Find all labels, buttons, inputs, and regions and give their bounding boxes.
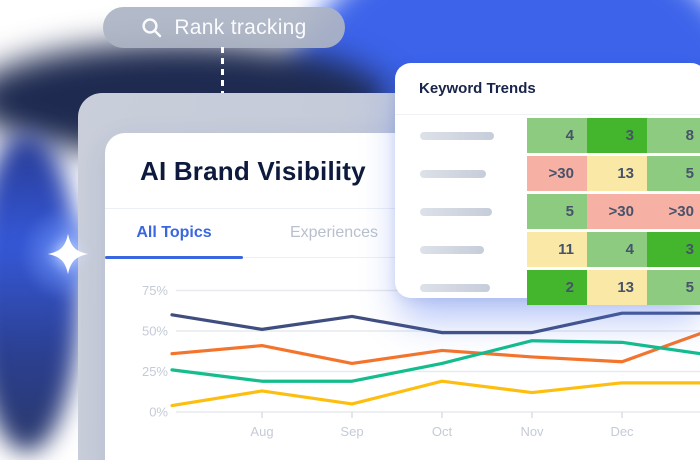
keyword-row: 2 13 5 xyxy=(395,270,700,305)
keyword-rank-cell: 4 xyxy=(527,118,587,153)
keyword-rank-cell: 4 xyxy=(587,232,647,267)
keyword-trends-table: 4 3 8 >30 13 5 5 >30 >30 11 4 3 2 13 5 xyxy=(395,115,700,305)
keyword-rank-cells: >30 13 5 xyxy=(527,156,700,191)
keyword-rank-cell: 13 xyxy=(587,270,647,305)
keyword-trends-title: Keyword Trends xyxy=(395,63,700,115)
keyword-rank-cell: 3 xyxy=(587,118,647,153)
keyword-placeholder-bar xyxy=(420,283,490,292)
keyword-rank-cell: 3 xyxy=(647,232,700,267)
keyword-rank-cell: 11 xyxy=(527,232,587,267)
active-tab-underline xyxy=(105,256,243,259)
rank-tracking-badge[interactable]: Rank tracking xyxy=(103,7,345,48)
keyword-rank-cell: 5 xyxy=(647,156,700,191)
keyword-row: >30 13 5 xyxy=(395,156,700,191)
keyword-row: 11 4 3 xyxy=(395,232,700,267)
background-blob-left xyxy=(0,132,80,452)
keyword-rank-cell: >30 xyxy=(527,156,587,191)
sparkle-icon xyxy=(47,233,89,275)
keyword-rank-cells: 5 >30 >30 xyxy=(527,194,700,229)
keyword-rank-cell: 13 xyxy=(587,156,647,191)
keyword-trends-card: Keyword Trends 4 3 8 >30 13 5 5 >30 >30 11 4 3 2 13 5 xyxy=(395,63,700,305)
tab-experiences-label: Experiences xyxy=(289,224,379,241)
keyword-placeholder-bar xyxy=(420,245,484,254)
keyword-rank-cell: 5 xyxy=(527,194,587,229)
keyword-placeholder-bar xyxy=(420,169,486,178)
keyword-placeholder-bar xyxy=(420,207,492,216)
keyword-placeholder-bar xyxy=(420,131,494,140)
keyword-rank-cells: 11 4 3 xyxy=(527,232,700,267)
keyword-rank-cells: 2 13 5 xyxy=(527,270,700,305)
tab-all-topics[interactable]: All Topics xyxy=(105,209,243,259)
keyword-row: 5 >30 >30 xyxy=(395,194,700,229)
connector-dashed-line xyxy=(221,47,224,93)
keyword-rank-cell: 8 xyxy=(647,118,700,153)
keyword-rank-cell: 5 xyxy=(647,270,700,305)
tab-all-topics-label: All Topics xyxy=(136,224,212,241)
keyword-rank-cell: 2 xyxy=(527,270,587,305)
page-title: AI Brand Visibility xyxy=(140,156,366,186)
rank-tracking-label: Rank tracking xyxy=(174,15,307,39)
keyword-rank-cell: >30 xyxy=(587,194,647,229)
keyword-rank-cell: >30 xyxy=(647,194,700,229)
search-icon xyxy=(142,17,162,37)
